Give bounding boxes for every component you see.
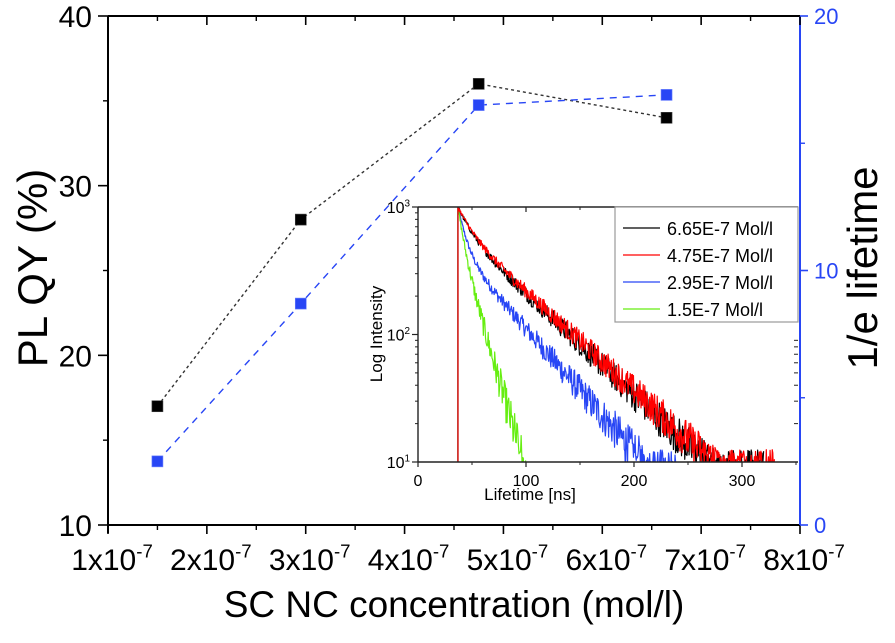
- inset-x-tick-label: 300: [729, 473, 756, 490]
- x-tick-label-exponent: -7: [828, 540, 845, 561]
- data-point-lifetime: [472, 99, 485, 111]
- decay-trace-4: [457, 207, 527, 462]
- x-tick-label-mantissa: 7x10: [664, 544, 729, 577]
- inset-y-tick-label-exponent: 3: [404, 198, 410, 209]
- data-point-pl-qy: [472, 78, 485, 90]
- inset-y-tick-label-exponent: 1: [404, 453, 410, 464]
- x-tick-label-mantissa: 6x10: [565, 544, 630, 577]
- legend-label: 6.65E-7 Mol/l: [667, 219, 773, 239]
- inset-x-tick-label: 0: [414, 473, 423, 490]
- data-point-lifetime: [660, 89, 673, 101]
- inset-y-tick-label: 103: [387, 198, 411, 217]
- legend-label: 4.75E-7 Mol/l: [667, 246, 773, 266]
- inset-y-tick-label-mantissa: 10: [387, 328, 405, 345]
- data-point-lifetime: [151, 455, 164, 468]
- decay-trace-3: [457, 207, 677, 462]
- y-tick-label: 40: [59, 1, 92, 34]
- y-tick-label: 30: [59, 171, 92, 204]
- x-tick-label: 4x10-7: [368, 540, 450, 577]
- x-tick-label-exponent: -7: [532, 540, 549, 561]
- x-tick-label-exponent: -7: [729, 540, 746, 561]
- x-tick-label-exponent: -7: [136, 540, 153, 561]
- x-tick-label: 3x10-7: [269, 540, 351, 577]
- y2-tick-label: 0: [814, 513, 826, 538]
- inset-y-axis-title: Log Intensity: [367, 285, 386, 382]
- y2-tick-label: 10: [814, 259, 838, 284]
- data-point-pl-qy: [294, 213, 307, 226]
- series-line-lifetime: [156, 94, 667, 462]
- x-tick-label-mantissa: 8x10: [763, 544, 828, 577]
- x-tick-label: 5x10-7: [467, 540, 549, 577]
- x-tick-label: 7x10-7: [664, 540, 746, 577]
- x-tick-label-mantissa: 4x10: [368, 544, 433, 577]
- y-tick-label: 10: [59, 510, 92, 543]
- x-axis-title: SC NC concentration (mol/l): [224, 584, 685, 625]
- x-tick-label-exponent: -7: [235, 540, 252, 561]
- x-tick-label-exponent: -7: [334, 540, 351, 561]
- inset-y-tick-label: 101: [387, 453, 411, 472]
- x-tick-label: 1x10-7: [71, 540, 153, 577]
- x-tick-label-mantissa: 3x10: [269, 544, 334, 577]
- x-tick-label: 2x10-7: [170, 540, 252, 577]
- y-tick-label: 20: [59, 340, 92, 373]
- x-tick-label-exponent: -7: [433, 540, 450, 561]
- y2-axis-title: 1/e lifetime: [839, 166, 886, 369]
- series-line-pl-qy: [156, 83, 667, 407]
- inset-y-tick-label: 102: [387, 326, 411, 345]
- inset-legend: [614, 206, 799, 323]
- x-tick-label-mantissa: 5x10: [467, 544, 532, 577]
- legend-label: 1.5E-7 Mol/l: [667, 300, 763, 320]
- legend-label: 2.95E-7 Mol/l: [667, 273, 773, 293]
- main-plot: 1x10-7 2x10-7 3x10-7 4x10-7 5x10-7 6x10-7 7x10…: [9, 1, 886, 625]
- y-axis-title: PL QY (%): [9, 169, 56, 367]
- inset-x-tick-label: 100: [513, 473, 540, 490]
- data-point-pl-qy: [151, 400, 164, 413]
- data-point-lifetime: [294, 297, 307, 310]
- y2-tick-label: 20: [814, 4, 838, 29]
- x-tick-label-mantissa: 1x10: [71, 544, 136, 577]
- x-tick-label: 8x10-7: [763, 540, 845, 577]
- inset-y-tick-label-mantissa: 10: [387, 200, 405, 217]
- inset-y-tick-label-exponent: 2: [404, 326, 410, 337]
- x-tick-label-mantissa: 2x10: [170, 544, 235, 577]
- inset-x-tick-label: 200: [621, 473, 648, 490]
- data-point-pl-qy: [660, 112, 673, 124]
- inset-x-axis-title: Lifetime [ns]: [484, 485, 576, 504]
- x-tick-label-exponent: -7: [631, 540, 648, 561]
- inset-y-tick-label-mantissa: 10: [387, 455, 405, 472]
- x-tick-label: 6x10-7: [565, 540, 647, 577]
